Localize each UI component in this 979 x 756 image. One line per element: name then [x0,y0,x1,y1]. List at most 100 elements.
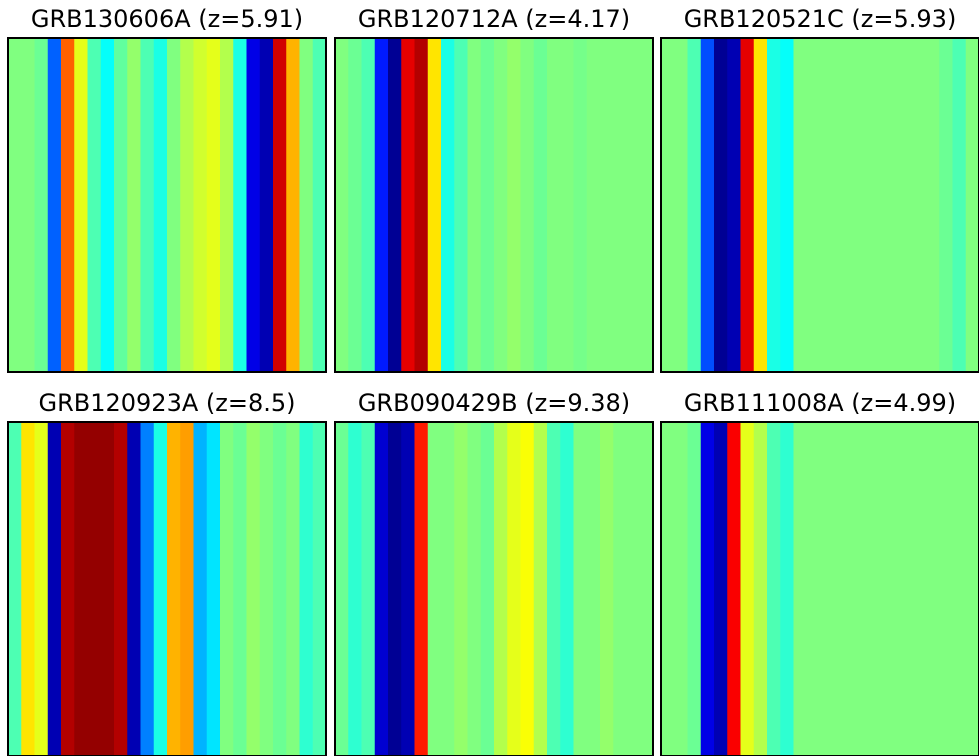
heat-cell [846,38,861,372]
heat-cell [87,422,102,756]
heat-cell [939,38,954,372]
heat-cell [259,38,274,372]
heat-cell [639,38,654,372]
heat-cell [639,422,654,756]
heat-cell [21,38,36,372]
panel-title: GRB111008A (z=4.99) [684,389,956,417]
heat-cell [100,38,115,372]
heat-cell [507,422,522,756]
heat-cell [573,38,588,372]
heat-cell [206,422,221,756]
heat-cell [467,422,482,756]
heat-cell [494,38,508,372]
heat-cell [361,422,376,756]
heat-cell [912,422,927,756]
heat-cell [61,38,75,372]
heat-cell [613,38,628,372]
heat-cell [899,38,914,372]
heat-cell [312,38,327,372]
heat-cell [21,422,36,756]
heat-cell [87,38,102,372]
heat-cell [740,422,755,756]
heat-cell [833,422,848,756]
heat-cell [793,38,808,372]
heat-cell [859,38,874,372]
heat-cell [427,422,442,756]
heat-cell [8,38,22,372]
heat-cell [233,422,248,756]
heat-cell [74,422,89,756]
heat-cell [193,422,208,756]
heat-cell [74,38,89,372]
heat-cell [153,38,168,372]
heat-cell [206,38,221,372]
heat-cell [547,422,561,756]
heat-cell [926,38,940,372]
heat-cell [127,38,142,372]
heat-cell [714,422,728,756]
heat-cell [687,38,702,372]
heat-cell [454,38,469,372]
heat-cell [140,422,155,756]
heat-cell [273,422,287,756]
heat-cell [700,38,715,372]
heat-cell [806,38,821,372]
heat-cell [727,38,742,372]
panel-frame [660,37,979,373]
heat-cell [674,422,689,756]
heat-cell [246,38,261,372]
heat-cell [859,422,874,756]
heat-cell [626,38,641,372]
heat-cell [114,38,128,372]
heat-cell [714,38,728,372]
heat-cell [140,38,155,372]
heat-cell [600,38,614,372]
heat-cell [494,422,508,756]
panel-title: GRB120712A (z=4.17) [358,5,630,33]
heat-cell [613,422,628,756]
heat-cell [388,38,402,372]
heat-cell [180,422,195,756]
heat-cell [299,38,314,372]
heat-cell [833,38,848,372]
heat-cell [374,38,389,372]
heat-cell [441,38,455,372]
heat-cell [286,38,301,372]
heat-cell [47,422,62,756]
heat-cell [259,422,274,756]
heat-cell [454,422,469,756]
heat-cell [727,422,742,756]
heat-cell [47,38,62,372]
heat-cell [34,38,49,372]
heat-cell [965,38,979,372]
heat-cell [899,422,914,756]
heat-cell [740,38,755,372]
heat-cell [335,422,349,756]
heat-cell [167,38,181,372]
heat-cell [299,422,314,756]
heat-cell [127,422,142,756]
heat-cell [374,422,389,756]
panel-frame [7,37,327,373]
heat-cell [767,422,781,756]
panel-frame [7,421,327,756]
heat-cell [573,422,588,756]
heat-cell [586,422,601,756]
heat-cell [939,422,954,756]
heat-cell [661,422,675,756]
heat-cell [167,422,181,756]
heat-cell [414,422,429,756]
heat-cell [361,38,376,372]
heat-cell [533,422,548,756]
heat-cell [401,38,416,372]
panel-title: GRB120923A (z=8.5) [38,389,295,417]
heat-cell [467,38,482,372]
heat-cell [180,38,195,372]
heat-cell [61,422,75,756]
heat-cell [767,38,781,372]
heat-cell [312,422,327,756]
heat-cell [427,38,442,372]
heat-cell [873,38,887,372]
heat-cell [926,422,940,756]
